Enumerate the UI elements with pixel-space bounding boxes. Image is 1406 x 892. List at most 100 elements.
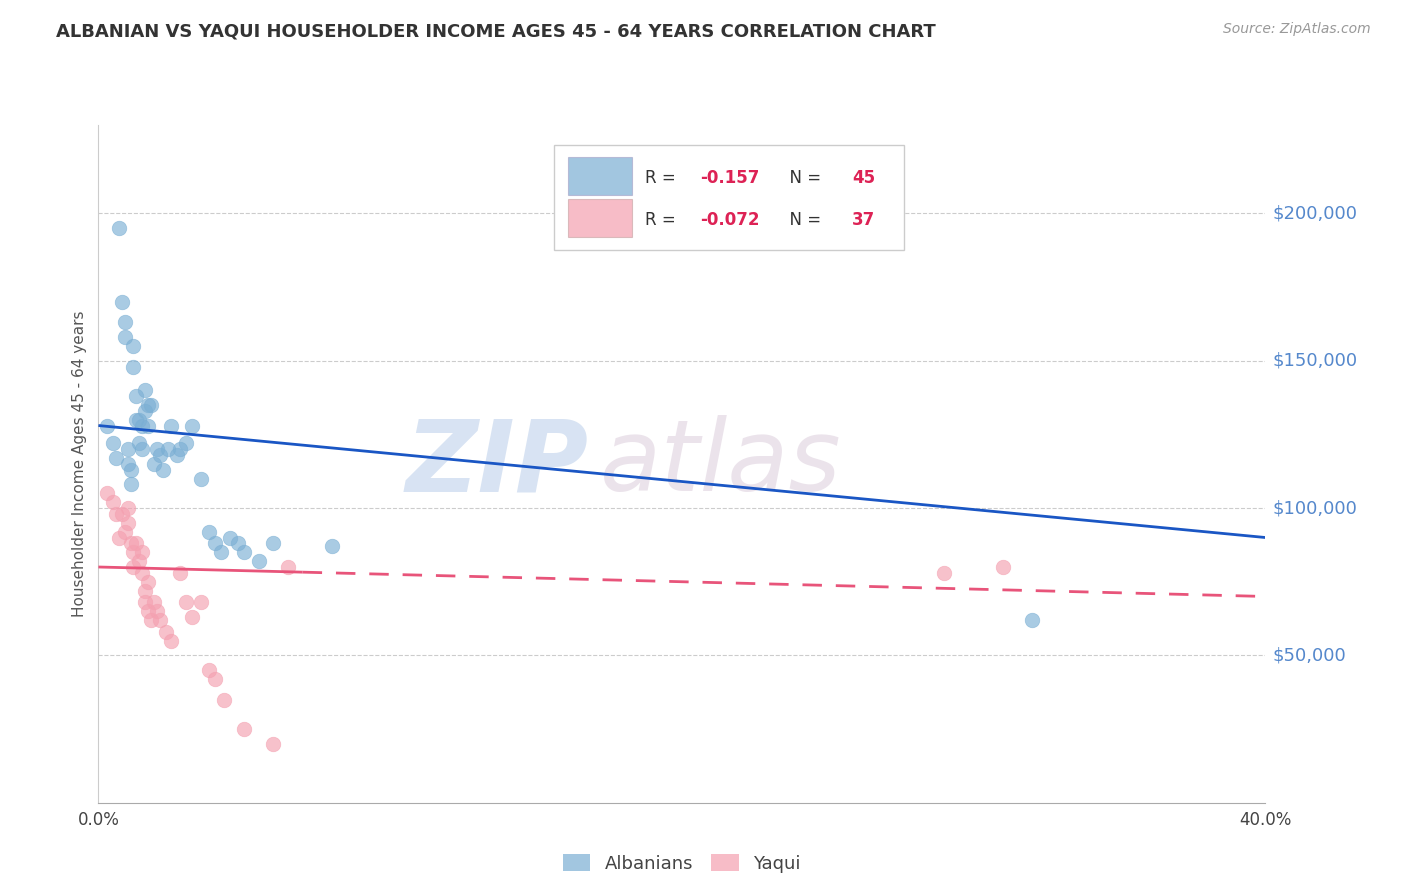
Text: 45: 45	[852, 169, 876, 186]
Point	[157, 442, 180, 456]
Point	[204, 672, 226, 686]
Text: $200,000: $200,000	[1272, 204, 1357, 222]
Point	[934, 566, 956, 580]
Point	[139, 398, 162, 412]
Point	[134, 383, 156, 397]
Point	[114, 315, 136, 329]
Point	[146, 604, 169, 618]
Point	[128, 436, 150, 450]
FancyBboxPatch shape	[568, 157, 631, 194]
Point	[136, 604, 159, 618]
Text: ZIP: ZIP	[405, 416, 589, 512]
Point	[117, 457, 139, 471]
Point	[136, 574, 159, 589]
Text: -0.072: -0.072	[700, 211, 761, 228]
Text: R =: R =	[644, 169, 681, 186]
Point	[180, 418, 202, 433]
Text: N =: N =	[779, 211, 827, 228]
Point	[233, 545, 256, 559]
Point	[277, 560, 299, 574]
Point	[233, 722, 256, 736]
Point	[104, 450, 127, 465]
Point	[111, 294, 134, 309]
Point	[120, 463, 142, 477]
Point	[198, 524, 221, 539]
Point	[131, 442, 153, 456]
Point	[117, 516, 139, 530]
Point	[96, 418, 118, 433]
Point	[198, 663, 221, 677]
Point	[228, 536, 250, 550]
Point	[128, 554, 150, 568]
Text: $150,000: $150,000	[1272, 351, 1358, 369]
Point	[174, 595, 197, 609]
Point	[262, 737, 284, 751]
Point	[108, 221, 131, 235]
Point	[1021, 613, 1043, 627]
Point	[204, 536, 226, 550]
Point	[160, 633, 183, 648]
Text: -0.157: -0.157	[700, 169, 761, 186]
Point	[125, 412, 148, 426]
Point	[117, 501, 139, 516]
Point	[149, 448, 172, 462]
Legend: Albanians, Yaqui: Albanians, Yaqui	[554, 845, 810, 882]
Point	[125, 536, 148, 550]
Point	[122, 339, 145, 353]
Point	[122, 359, 145, 374]
Point	[108, 531, 131, 545]
Point	[262, 536, 284, 550]
Point	[134, 595, 156, 609]
Text: $50,000: $50,000	[1272, 647, 1346, 665]
Point	[321, 540, 343, 554]
Point	[131, 418, 153, 433]
FancyBboxPatch shape	[554, 145, 904, 251]
Point	[104, 507, 127, 521]
Text: R =: R =	[644, 211, 681, 228]
Point	[190, 595, 212, 609]
Y-axis label: Householder Income Ages 45 - 64 years: Householder Income Ages 45 - 64 years	[72, 310, 87, 617]
Point	[122, 560, 145, 574]
Point	[131, 545, 153, 559]
Point	[134, 404, 156, 418]
Point	[142, 595, 165, 609]
Point	[120, 536, 142, 550]
Point	[136, 398, 159, 412]
Point	[212, 692, 235, 706]
Point	[114, 524, 136, 539]
Point	[247, 554, 270, 568]
Point	[101, 495, 124, 509]
Point	[122, 545, 145, 559]
Point	[146, 442, 169, 456]
Point	[169, 442, 191, 456]
Point	[128, 412, 150, 426]
Point	[134, 583, 156, 598]
Point	[117, 442, 139, 456]
Point	[139, 613, 162, 627]
Point	[209, 545, 232, 559]
Point	[190, 472, 212, 486]
Point	[152, 463, 174, 477]
Text: atlas: atlas	[600, 416, 842, 512]
Point	[155, 624, 177, 639]
Point	[174, 436, 197, 450]
Point	[218, 531, 240, 545]
Text: Source: ZipAtlas.com: Source: ZipAtlas.com	[1223, 22, 1371, 37]
Text: $100,000: $100,000	[1272, 499, 1357, 517]
Point	[180, 610, 202, 624]
Text: ALBANIAN VS YAQUI HOUSEHOLDER INCOME AGES 45 - 64 YEARS CORRELATION CHART: ALBANIAN VS YAQUI HOUSEHOLDER INCOME AGE…	[56, 22, 936, 40]
Point	[96, 486, 118, 500]
Point	[166, 448, 188, 462]
Point	[120, 477, 142, 491]
Point	[142, 457, 165, 471]
Point	[169, 566, 191, 580]
Point	[131, 566, 153, 580]
Text: 37: 37	[852, 211, 876, 228]
Point	[111, 507, 134, 521]
Point	[125, 389, 148, 403]
Point	[136, 418, 159, 433]
Point	[114, 330, 136, 344]
Point	[991, 560, 1014, 574]
Text: N =: N =	[779, 169, 827, 186]
FancyBboxPatch shape	[568, 200, 631, 236]
